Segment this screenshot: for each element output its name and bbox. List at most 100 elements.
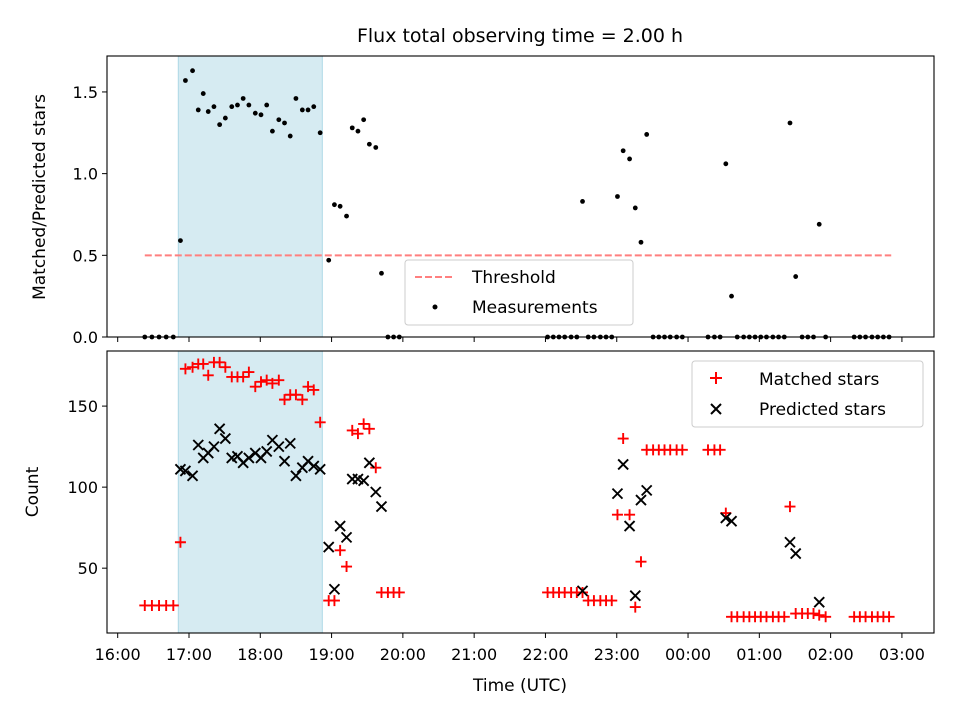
matched-star-point (341, 561, 353, 573)
measurement-point (178, 238, 183, 244)
x-axis-ticks-top-panel (117, 337, 903, 342)
legend-matched-swatch (710, 372, 722, 384)
measurement-point (632, 205, 638, 211)
measurement-point (211, 104, 217, 110)
y-tick-label: 100 (67, 478, 98, 497)
measurement-point (379, 270, 384, 276)
predicted-star-point (641, 484, 653, 497)
matched-star-point (883, 611, 895, 623)
predicted-star-point (725, 515, 738, 527)
predicted-star-point (328, 583, 341, 595)
measurement-point (217, 122, 223, 128)
matched-star-point (174, 536, 186, 548)
measurement-point (258, 112, 264, 118)
matched-star-point (202, 369, 214, 381)
observing-window-span (178, 56, 323, 337)
y-tick-label: 1.0 (73, 165, 98, 184)
predicted-star-point (363, 457, 376, 469)
measurement-point (723, 161, 729, 167)
predicted-star-point (261, 445, 273, 458)
measurement-point (270, 128, 275, 134)
plot-frame (106, 55, 935, 338)
matched-star-point (714, 444, 726, 456)
measurement-point (195, 107, 201, 113)
observing-window-span (178, 351, 323, 633)
measurement-point (373, 145, 379, 150)
matched-star-point (820, 611, 832, 623)
predicted-star-point (720, 512, 732, 524)
x-tick-label: 01:00 (736, 645, 782, 664)
predicted-star-point (635, 494, 647, 506)
y-axis-label: Count (23, 466, 43, 517)
predicted-star-point (273, 440, 285, 453)
matched-star-point (813, 609, 825, 621)
matched-star-point (290, 389, 302, 401)
legend-box (691, 360, 924, 428)
predicted-star-point (623, 520, 636, 532)
matched-star-point (624, 509, 636, 521)
matched-star-point (808, 608, 820, 620)
measurement-point (276, 117, 282, 123)
matched-star-point (393, 586, 405, 598)
matched-star-point (302, 381, 314, 393)
measurement-point (344, 213, 349, 219)
predicted-star-point (219, 432, 232, 445)
predicted-star-point (243, 452, 255, 464)
measurement-point (264, 102, 270, 108)
x-tick-label: 21:00 (451, 645, 497, 664)
measurement-point (229, 104, 235, 110)
measurement-point (190, 68, 195, 74)
predicted-star-point (375, 500, 388, 513)
x-tick-label: 17:00 (166, 645, 212, 664)
matched-star-point (314, 416, 326, 428)
measurement-point (222, 115, 228, 121)
matched-star-point (255, 376, 267, 388)
predicted-star-point (290, 470, 302, 482)
x-tick-label: 18:00 (237, 645, 283, 664)
y-tick-label: 50 (78, 559, 98, 578)
matched-star-point (358, 418, 370, 430)
matched-star-point (346, 424, 358, 436)
measurement-point (311, 104, 317, 110)
measurement-point (638, 239, 644, 245)
measurement-point (349, 125, 355, 131)
measurement-point (615, 194, 620, 199)
predicted-star-point (629, 590, 641, 602)
measurement-point (293, 96, 299, 101)
predicted-star-point (334, 520, 346, 532)
matched-star-point (219, 361, 231, 373)
matched-star-point (370, 462, 382, 474)
measurement-point (580, 199, 585, 204)
legend-matched-label: Matched stars (759, 370, 879, 390)
predicted-star-point (192, 439, 204, 451)
y-tick-label: 150 (67, 397, 98, 416)
predicted-stars-points (174, 423, 825, 608)
predicted-star-point (179, 465, 192, 477)
measurement-point (644, 132, 650, 137)
matched-star-point (635, 556, 647, 568)
predicted-star-point (790, 547, 802, 560)
matched-star-point (308, 384, 320, 396)
matched-stars-points (139, 356, 895, 623)
matched-star-point (328, 595, 340, 607)
predicted-star-point (186, 470, 199, 482)
measurement-point (282, 120, 287, 126)
measurement-point (317, 130, 323, 136)
measurement-point (627, 156, 632, 162)
matched-star-point (243, 366, 255, 378)
matched-star-point (676, 444, 688, 456)
predicted-star-point (813, 596, 825, 608)
measurement-point (205, 109, 211, 114)
measurement-point (299, 107, 305, 113)
y-axis-ticks: 50 100 150 (67, 397, 107, 578)
x-axis-label: Time (UTC) (472, 676, 567, 696)
matched-star-point (629, 601, 641, 613)
predicted-star-point (278, 455, 291, 467)
measurement-point (252, 110, 258, 116)
matched-star-point (611, 509, 623, 521)
measurement-point (361, 117, 367, 123)
x-tick-label: 22:00 (522, 645, 568, 664)
x-tick-label: 19:00 (309, 645, 355, 664)
measurement-point (816, 221, 822, 227)
